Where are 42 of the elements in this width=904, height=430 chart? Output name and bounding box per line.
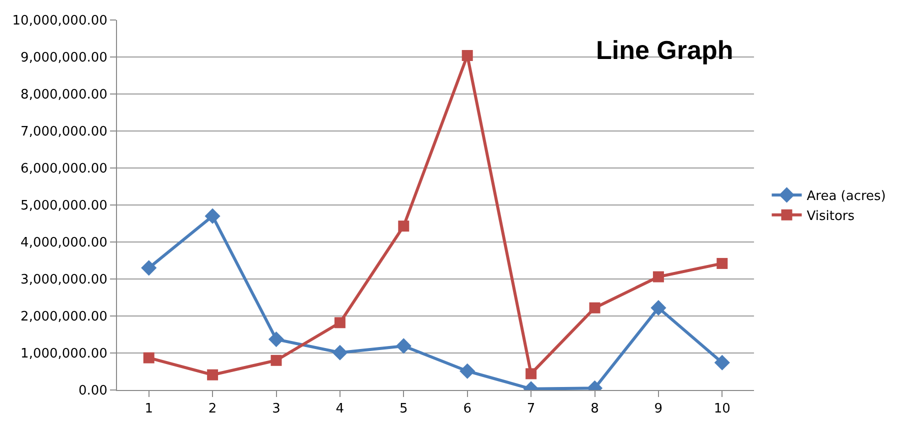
y-tick-label: 8,000,000.00 <box>20 88 108 103</box>
y-tick-label: 10,000,000.00 <box>12 14 108 29</box>
point <box>270 354 282 366</box>
point <box>652 271 664 282</box>
point <box>398 220 410 232</box>
x-tick-label: 6 <box>463 402 472 417</box>
point <box>143 352 154 364</box>
legend-label: Visitors <box>806 208 855 224</box>
x-tick-label: 10 <box>714 402 730 417</box>
y-tick-label: 2,000,000.00 <box>20 310 108 325</box>
point <box>332 344 348 360</box>
point <box>396 338 412 354</box>
y-tick-label: 1,000,000.00 <box>20 346 108 362</box>
x-tick-label: 5 <box>400 402 408 417</box>
x-tick-label: 9 <box>654 402 663 417</box>
point <box>589 302 600 314</box>
y-tick-label: 4,000,000.00 <box>20 236 108 251</box>
y-tick-label: 5,000,000.00 <box>20 198 108 214</box>
legend-label: Area (acres) <box>806 189 886 204</box>
point <box>460 363 476 379</box>
y-tick-label: 7,000,000.00 <box>20 124 108 140</box>
point <box>334 317 346 328</box>
point <box>714 354 730 370</box>
text: Line Graph <box>596 35 734 65</box>
point <box>462 50 473 62</box>
y-tick-label: 9,000,000.00 <box>20 50 108 66</box>
y-tick-label: 0.00 <box>78 384 108 399</box>
x-tick-label: 4 <box>336 402 344 417</box>
point <box>204 208 220 224</box>
y-tick-label: 3,000,000.00 <box>20 272 108 288</box>
x-tick-label: 8 <box>590 402 599 417</box>
point <box>141 260 157 276</box>
point <box>268 332 284 348</box>
y-tick-label: 6,000,000.00 <box>20 162 108 177</box>
x-tick-label: 3 <box>272 402 280 417</box>
point <box>650 300 666 316</box>
x-tick-label: 7 <box>526 402 536 417</box>
point <box>207 369 218 380</box>
x-tick-label: 2 <box>208 402 217 417</box>
point <box>526 368 537 380</box>
point <box>716 258 728 269</box>
x-tick-label: 1 <box>144 402 153 417</box>
